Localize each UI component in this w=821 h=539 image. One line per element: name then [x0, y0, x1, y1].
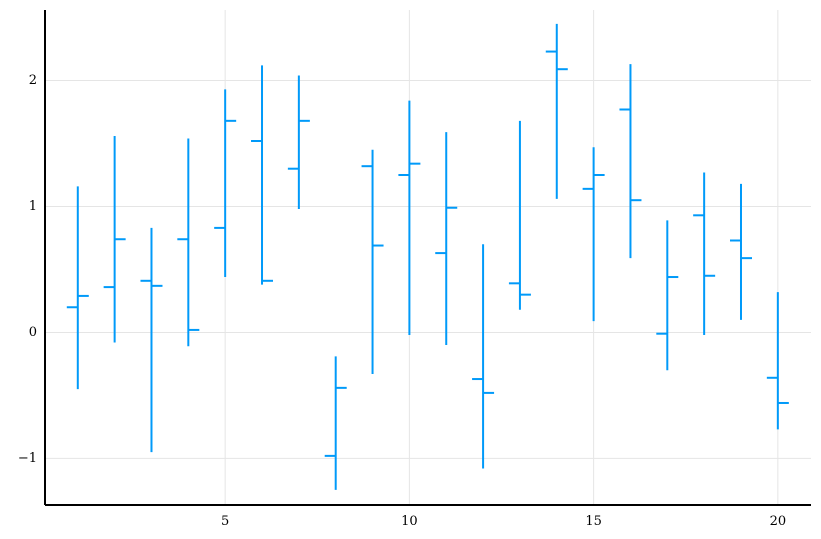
y-tick-label: 0	[29, 325, 37, 340]
x-tick-label: 20	[770, 514, 787, 529]
y-tick-label: −1	[18, 451, 37, 466]
x-tick-label: 5	[221, 514, 229, 529]
x-tick-label: 15	[585, 514, 602, 529]
y-tick-label: 1	[29, 199, 37, 214]
y-tick-label: 2	[29, 73, 37, 88]
x-tick-label: 10	[401, 514, 418, 529]
